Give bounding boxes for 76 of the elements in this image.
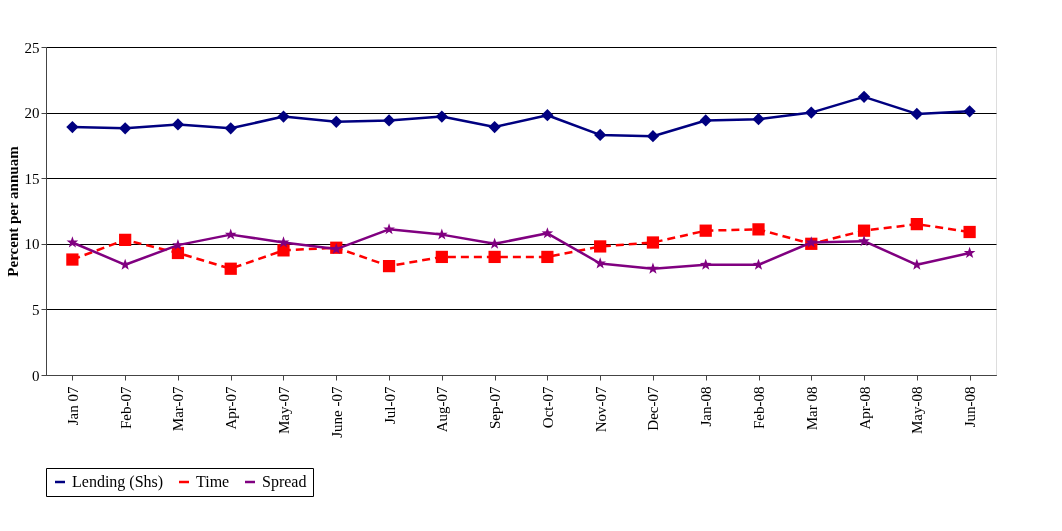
- x-tick-label: May-08: [909, 386, 926, 434]
- point: [436, 228, 448, 240]
- point: [699, 258, 712, 270]
- point: [699, 114, 712, 127]
- point: [171, 118, 185, 131]
- point: [66, 236, 79, 248]
- point: [541, 227, 554, 239]
- point: [224, 122, 237, 135]
- x-tick-label: Dec-07: [645, 386, 662, 431]
- point: [119, 122, 132, 135]
- y-tick-label: 25: [24, 39, 40, 56]
- point: [224, 262, 237, 275]
- point: [383, 223, 395, 235]
- point: [594, 128, 607, 142]
- point: [66, 253, 79, 266]
- x-tick-label: Oct-07: [539, 386, 556, 429]
- point: [172, 238, 184, 251]
- point: [752, 223, 765, 236]
- point: [382, 259, 396, 273]
- y-tick-label: 15: [24, 170, 40, 187]
- x-tick-label: Jan-08: [698, 386, 715, 427]
- point: [646, 236, 660, 249]
- y-tick-label: 10: [24, 236, 40, 253]
- point: [277, 244, 290, 257]
- y-tick-label: 0: [32, 367, 40, 384]
- x-tick-label: Nov-07: [592, 386, 609, 433]
- legend-label: Spread: [262, 473, 307, 491]
- point: [752, 113, 765, 126]
- x-tick-label: Sep-07: [487, 386, 504, 429]
- point: [488, 250, 501, 264]
- x-tick-label: Apr-07: [223, 386, 240, 430]
- point: [858, 235, 870, 247]
- point: [594, 257, 606, 269]
- legend-label: Lending (Shs): [72, 473, 164, 491]
- point: [910, 107, 923, 121]
- point: [857, 224, 871, 237]
- y-tick-label: 5: [32, 301, 40, 318]
- x-tick-label: Jul-07: [381, 386, 398, 424]
- point: [699, 224, 712, 237]
- point: [224, 228, 237, 240]
- point: [805, 106, 818, 119]
- x-tick-label: Apr-08: [856, 386, 873, 430]
- point: [963, 105, 976, 118]
- point: [646, 130, 660, 143]
- x-tick-label: Feb-08: [751, 386, 767, 429]
- point: [857, 90, 871, 103]
- point: [277, 236, 290, 248]
- y-tick-label: 20: [24, 105, 40, 122]
- point: [963, 246, 976, 258]
- point: [647, 262, 659, 274]
- point: [594, 240, 607, 253]
- point: [66, 120, 79, 134]
- point: [119, 233, 132, 246]
- point: [488, 237, 501, 249]
- x-tick-label: Mar-07: [170, 386, 187, 432]
- x-tick-label: June -07: [328, 386, 345, 438]
- x-tick-label: Jan 07: [64, 386, 81, 426]
- point: [119, 258, 131, 270]
- point: [911, 258, 923, 270]
- point: [277, 110, 290, 123]
- point: [382, 114, 396, 127]
- point: [541, 250, 554, 264]
- point: [435, 110, 448, 123]
- x-tick-label: Feb-07: [117, 386, 134, 429]
- x-tick-label: Jun-08: [962, 386, 979, 428]
- point: [488, 120, 501, 134]
- point: [541, 109, 554, 122]
- y-axis-title: Percent per annuam: [4, 145, 21, 277]
- point: [330, 115, 343, 128]
- legend-label: Time: [196, 473, 230, 490]
- point: [910, 218, 923, 231]
- point: [963, 225, 976, 239]
- x-tick-label: Mar 08: [803, 386, 820, 431]
- point: [435, 250, 448, 264]
- x-tick-label: May-07: [276, 386, 292, 434]
- x-tick-label: Aug-07: [434, 386, 451, 433]
